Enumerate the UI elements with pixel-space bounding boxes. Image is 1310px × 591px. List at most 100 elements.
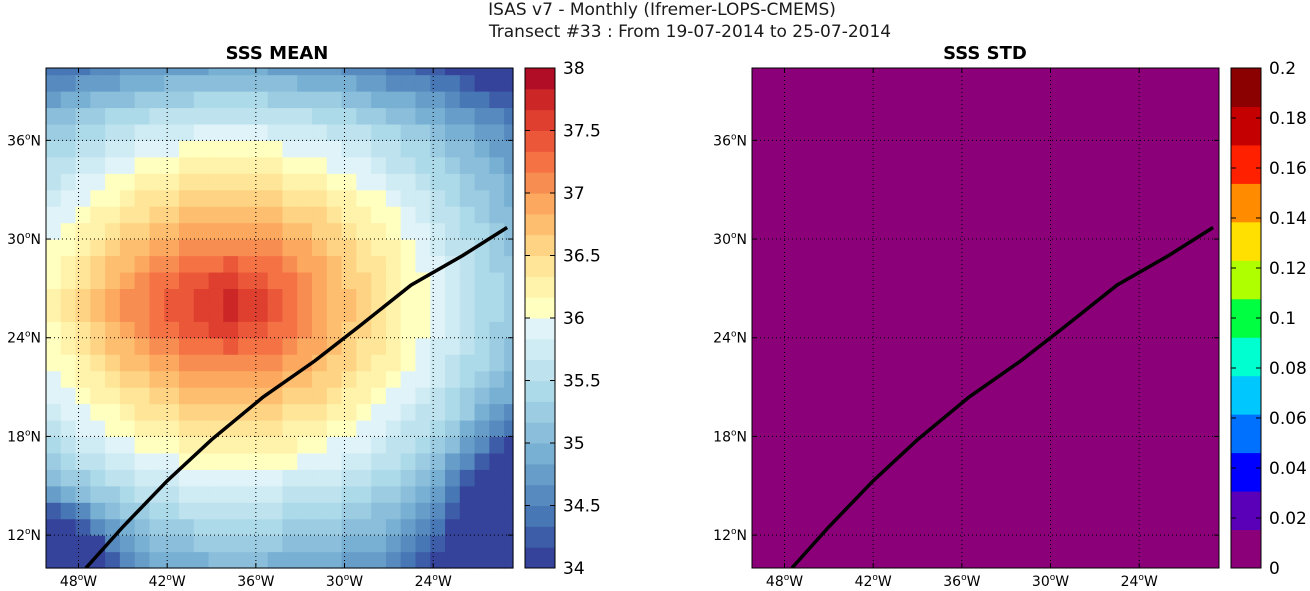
heatmap-cell (119, 370, 136, 388)
heatmap-cell (164, 370, 180, 388)
heatmap-cell (445, 107, 461, 125)
heatmap-cell (445, 387, 461, 405)
heatmap-cell (297, 255, 313, 273)
heatmap-cell (90, 419, 106, 438)
heatmap-cell (385, 107, 402, 125)
heatmap-cell (474, 189, 490, 207)
heatmap-cell (149, 189, 165, 207)
heatmap-cell (385, 403, 402, 421)
heatmap-cell (489, 74, 505, 92)
heatmap-cell (341, 535, 357, 553)
heatmap-cell (356, 123, 372, 141)
heatmap-cell (474, 485, 490, 503)
heatmap-cell (267, 271, 284, 289)
heatmap-cell (312, 387, 328, 405)
x-tick-label: 48oW (766, 573, 803, 590)
heatmap-cell (238, 304, 254, 322)
heatmap-cell (459, 321, 476, 339)
heatmap-cell (134, 452, 151, 470)
heatmap-cell (504, 107, 514, 125)
heatmap-cell (400, 288, 417, 306)
heatmap-cell (193, 502, 210, 520)
heatmap-cell (164, 321, 180, 339)
heatmap-cell (164, 288, 180, 306)
heatmap-cell (193, 452, 210, 470)
heatmap-cell (371, 337, 387, 355)
heatmap-cell (60, 271, 77, 289)
heatmap-cell (193, 140, 210, 158)
heatmap-cell (415, 173, 431, 191)
y-tick-label: 36oN (713, 132, 747, 149)
heatmap-cell (282, 469, 298, 487)
colorbar-tick-label: 0.06 (1269, 409, 1307, 429)
heatmap-cell (356, 222, 372, 240)
heatmap-cell (223, 485, 239, 503)
heatmap-cell (415, 403, 431, 421)
heatmap-cell (356, 337, 372, 355)
heatmap-cell (75, 173, 91, 191)
heatmap-cell (282, 255, 298, 273)
heatmap-cell (149, 239, 165, 257)
colorbar-segment (525, 380, 555, 402)
heatmap-cell (341, 156, 357, 174)
heatmap-cell (356, 206, 372, 224)
heatmap-cell (252, 502, 269, 520)
heatmap-cell (267, 354, 284, 372)
heatmap-cell (164, 551, 180, 569)
heatmap-cell (193, 321, 210, 339)
heatmap-cell (312, 502, 328, 520)
heatmap-cell (208, 304, 224, 322)
heatmap-cell (504, 271, 514, 289)
heatmap-cell (445, 436, 461, 454)
heatmap-cell (193, 518, 210, 536)
heatmap-cell (341, 140, 357, 158)
heatmap-cell (208, 123, 224, 141)
heatmap-cell (60, 239, 77, 257)
heatmap-cell (267, 535, 284, 553)
heatmap-cell (474, 535, 490, 553)
heatmap-cell (267, 206, 284, 224)
heatmap-cell (267, 189, 284, 207)
heatmap-cell (459, 535, 476, 553)
heatmap-cell (297, 304, 313, 322)
colorbar-tick-label: 0.04 (1269, 459, 1307, 479)
heatmap-cell (282, 452, 298, 470)
heatmap-cell (164, 304, 180, 322)
heatmap-cell (341, 222, 357, 240)
panel-title: SSS STD (943, 43, 1027, 64)
heatmap-cell (282, 222, 298, 240)
heatmap-cell (164, 502, 180, 520)
heatmap-cell (60, 156, 77, 174)
heatmap-cell (208, 255, 224, 273)
heatmap-cell (60, 485, 77, 503)
heatmap-cell (445, 140, 461, 158)
colorbar-tick-label: 0.02 (1269, 509, 1307, 529)
heatmap-cell (282, 189, 298, 207)
heatmap-cell (46, 535, 62, 553)
heatmap-field (752, 68, 1219, 568)
heatmap-cell (445, 502, 461, 520)
y-tick-label: 18oN (713, 428, 747, 445)
heatmap-cell (297, 140, 313, 158)
heatmap-cell (459, 304, 476, 322)
heatmap-cell (430, 74, 446, 92)
heatmap-cell (445, 551, 461, 569)
heatmap-cell (282, 518, 298, 536)
heatmap-cell (445, 452, 461, 470)
heatmap-cell (356, 370, 372, 388)
heatmap-cell (119, 156, 136, 174)
heatmap-cell (459, 74, 476, 92)
heatmap-cell (105, 206, 121, 224)
heatmap-cell (75, 387, 91, 405)
heatmap-cell (356, 239, 372, 257)
heatmap-cell (297, 222, 313, 240)
heatmap-cell (60, 68, 77, 76)
heatmap-cell (119, 222, 136, 240)
heatmap-cell (193, 189, 210, 207)
heatmap-cell (134, 74, 151, 92)
heatmap-cell (223, 156, 239, 174)
heatmap-cell (297, 91, 313, 109)
heatmap-cell (223, 387, 239, 405)
figure-title-line1: ISAS v7 - Monthly (Ifremer-LOPS-CMEMS) (488, 0, 836, 20)
heatmap-cell (474, 91, 490, 109)
